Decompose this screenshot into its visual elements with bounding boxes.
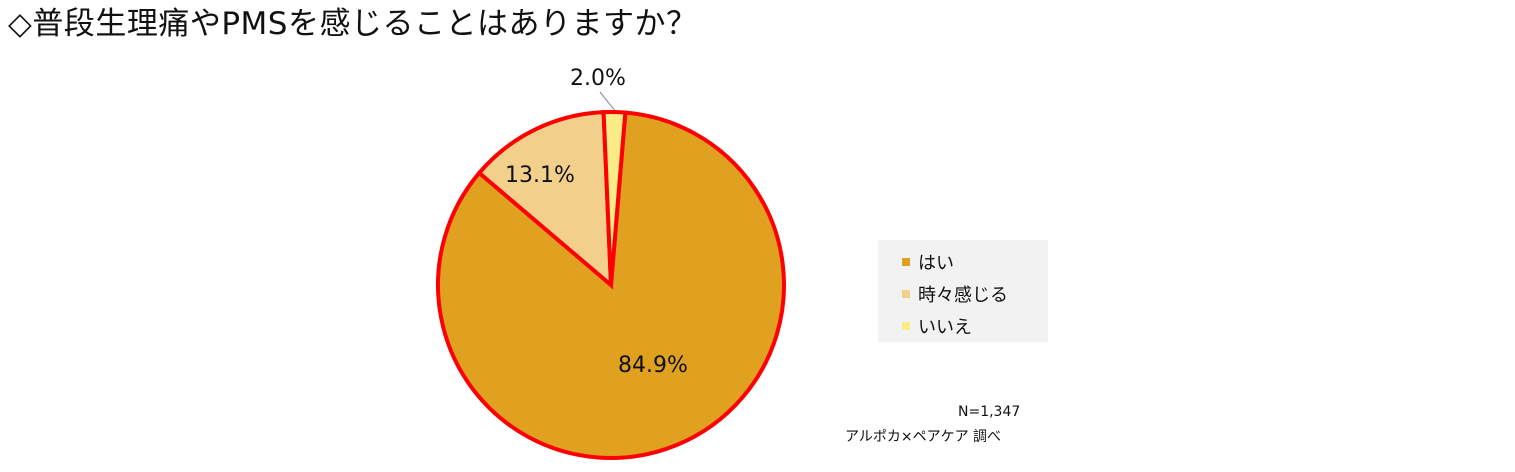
data-label-yes: 84.9% — [618, 353, 688, 378]
source-note: アルポカ×ペアケア 調べ — [845, 429, 1002, 445]
pie-slices — [436, 110, 786, 460]
legend-swatch-no — [902, 322, 910, 330]
legend-item-yes: はい — [902, 246, 1048, 278]
legend-swatch-sometimes — [902, 290, 910, 298]
legend-item-no: いいえ — [902, 310, 1048, 342]
data-label-no: 2.0% — [570, 66, 626, 91]
chart-legend: はい 時々感じる いいえ — [878, 240, 1048, 342]
legend-label-no: いいえ — [918, 317, 972, 338]
leader-line-no — [599, 91, 615, 111]
pie-data-labels: 84.9% 13.1% 2.0% — [505, 66, 688, 378]
sample-size-note: N=1,347 — [958, 404, 1021, 420]
legend-label-yes: はい — [918, 253, 954, 274]
legend-swatch-yes — [902, 258, 910, 266]
data-label-sometimes: 13.1% — [505, 163, 575, 188]
legend-item-sometimes: 時々感じる — [902, 278, 1048, 310]
page-title: ◇普段生理痛やPMSを感じることはありますか？ — [8, 6, 698, 42]
slice-no — [601, 110, 628, 286]
legend-label-sometimes: 時々感じる — [918, 285, 1008, 306]
slice-sometimes — [476, 110, 614, 290]
